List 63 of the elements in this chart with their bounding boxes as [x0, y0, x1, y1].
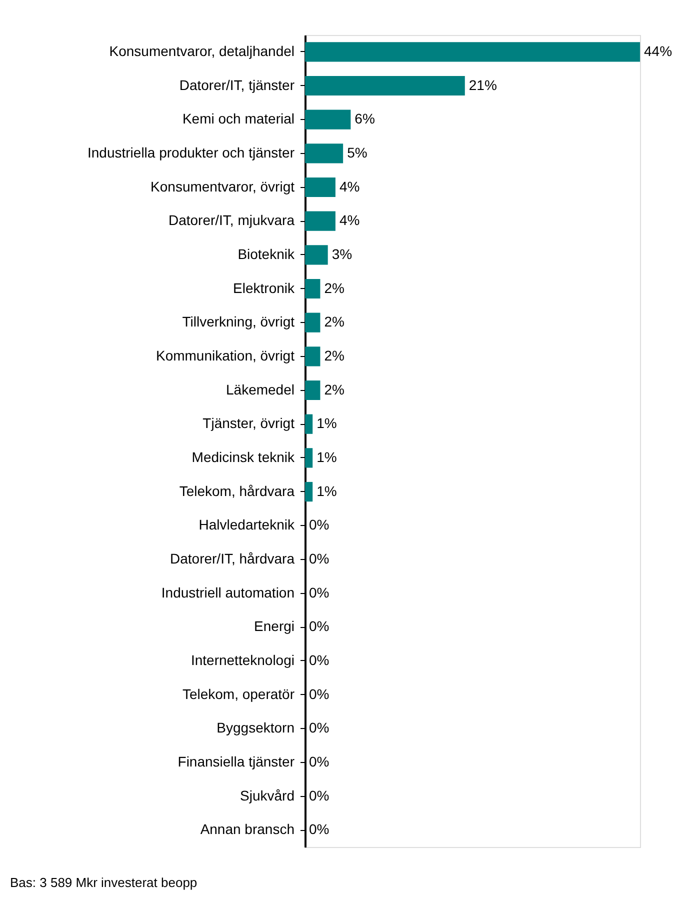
y-tick-label: Datorer/IT, mjukvara	[168, 212, 295, 228]
bar	[305, 144, 344, 164]
y-tick-label: Medicinsk teknik	[192, 448, 296, 465]
data-label: 21%	[468, 76, 497, 93]
data-label: 5%	[347, 144, 368, 160]
data-label: 2%	[324, 347, 344, 364]
data-label: 0%	[309, 550, 330, 566]
bar	[305, 312, 320, 332]
y-tick-label: Byggsektorn	[216, 720, 294, 736]
y-tick-label: Industriell automation	[161, 584, 294, 600]
data-label: 2%	[324, 280, 344, 296]
y-tick-label: Konsumentvaror, detaljhandel	[109, 42, 294, 59]
y-tick-label: Sjukvård	[240, 787, 294, 804]
bar	[305, 42, 640, 62]
data-label: 1%	[316, 448, 337, 465]
data-label: 44%	[644, 42, 672, 59]
data-label: 4%	[339, 212, 360, 228]
y-tick-label: Datorer/IT, tjänster	[179, 76, 295, 93]
data-label: 2%	[324, 381, 344, 398]
bar	[305, 448, 313, 468]
data-label: 1%	[316, 415, 337, 432]
bar	[305, 414, 313, 434]
data-label: 0%	[309, 753, 330, 770]
bar	[305, 278, 320, 299]
bar	[305, 110, 351, 130]
data-label: 0%	[309, 618, 330, 634]
text: Bas: 3 589 Mkr investerat beopp	[10, 875, 198, 890]
y-tick-label: Tillverkning, övrigt	[182, 314, 295, 330]
y-tick-label: Halvledarteknik	[198, 516, 296, 533]
bar	[305, 76, 465, 96]
y-tick-label: Annan bransch	[200, 821, 294, 838]
bar	[305, 346, 320, 366]
bar	[305, 482, 313, 502]
y-tick-label: Kommunikation, övrigt	[156, 347, 295, 364]
data-label: 4%	[339, 178, 360, 194]
y-tick-label: Industriella produkter och tjänster	[88, 144, 295, 160]
data-label: 0%	[309, 821, 330, 838]
y-tick-label: Kemi och material	[182, 110, 294, 127]
y-tick-label: Internetteknologi	[190, 652, 294, 668]
y-tick-label: Konsumentvaror, övrigt	[150, 178, 295, 194]
bar	[305, 211, 336, 231]
data-label: 0%	[309, 584, 330, 600]
bar	[305, 177, 336, 198]
y-tick-label: Läkemedel	[226, 381, 294, 398]
data-label: 0%	[309, 720, 330, 736]
data-label: 0%	[309, 652, 330, 668]
data-label: 0%	[309, 516, 330, 533]
bar	[305, 380, 320, 400]
y-tick-label: Telekom, hårdvara	[179, 482, 295, 499]
data-label: 3%	[332, 246, 352, 262]
data-label: 2%	[324, 314, 344, 330]
y-tick-label: Telekom, operatör	[182, 686, 295, 702]
y-tick-label: Datorer/IT, hårdvara	[170, 550, 295, 566]
data-label: 0%	[309, 686, 330, 702]
bar	[305, 245, 328, 265]
y-tick-label: Tjänster, övrigt	[202, 415, 295, 432]
data-label: 0%	[309, 787, 330, 804]
y-tick-label: Bioteknik	[238, 246, 296, 262]
data-label: 6%	[354, 110, 375, 127]
y-tick-label: Finansiella tjänster	[178, 753, 295, 770]
y-tick-label: Elektronik	[233, 280, 296, 296]
y-tick-label: Energi	[254, 618, 294, 634]
data-label: 1%	[316, 482, 337, 499]
